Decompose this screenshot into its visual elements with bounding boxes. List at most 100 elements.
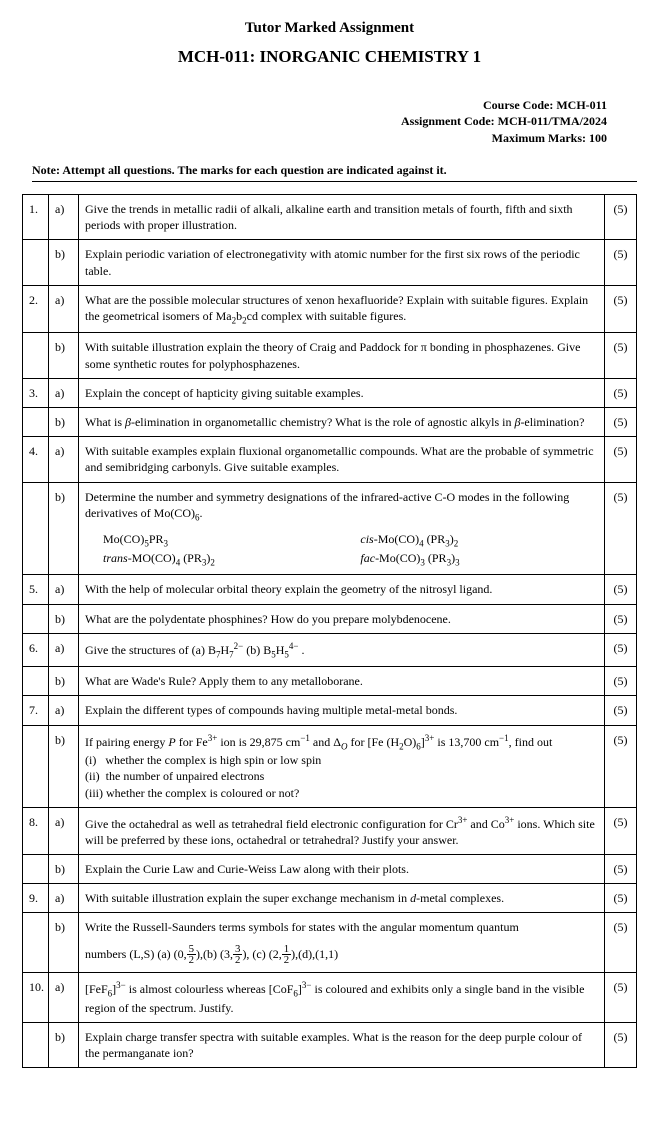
page-subtitle: MCH-011: INORGANIC CHEMISTRY 1 (22, 46, 637, 69)
table-row: 1.a)Give the trends in metallic radii of… (23, 194, 637, 239)
question-marks: (5) (605, 855, 637, 884)
question-body: Give the trends in metallic radii of alk… (79, 194, 605, 239)
question-marks: (5) (605, 884, 637, 913)
question-number (23, 725, 49, 807)
question-number (23, 913, 49, 973)
question-number (23, 667, 49, 696)
max-marks: Maximum Marks: 100 (22, 130, 607, 146)
question-marks: (5) (605, 667, 637, 696)
question-marks: (5) (605, 482, 637, 575)
question-number: 7. (23, 696, 49, 725)
question-marks: (5) (605, 604, 637, 633)
table-row: b)Write the Russell-Saunders terms symbo… (23, 913, 637, 973)
question-marks: (5) (605, 807, 637, 854)
table-row: 6.a)Give the structures of (a) B7H72− (b… (23, 633, 637, 667)
table-row: b)What is β-elimination in organometalli… (23, 407, 637, 436)
questions-table: 1.a)Give the trends in metallic radii of… (22, 194, 637, 1068)
question-number: 4. (23, 437, 49, 482)
table-row: 10.a)[FeF6]3− is almost colourless where… (23, 973, 637, 1023)
question-marks: (5) (605, 696, 637, 725)
question-number: 5. (23, 575, 49, 604)
question-part: a) (49, 194, 79, 239)
question-part: a) (49, 437, 79, 482)
table-row: b)Explain charge transfer spectra with s… (23, 1022, 637, 1067)
question-body: Give the structures of (a) B7H72− (b) B5… (79, 633, 605, 667)
question-body: Give the octahedral as well as tetrahedr… (79, 807, 605, 854)
page-title: Tutor Marked Assignment (22, 18, 637, 38)
meta-block: Course Code: MCH-011 Assignment Code: MC… (22, 97, 637, 146)
table-row: 2.a)What are the possible molecular stru… (23, 285, 637, 333)
question-body: Explain the Curie Law and Curie-Weiss La… (79, 855, 605, 884)
question-part: b) (49, 333, 79, 378)
question-part: b) (49, 1022, 79, 1067)
question-number (23, 1022, 49, 1067)
question-marks: (5) (605, 633, 637, 667)
question-part: a) (49, 696, 79, 725)
question-marks: (5) (605, 913, 637, 973)
question-part: a) (49, 884, 79, 913)
question-part: b) (49, 855, 79, 884)
question-body: What are the polydentate phosphines? How… (79, 604, 605, 633)
question-part: b) (49, 913, 79, 973)
question-part: a) (49, 575, 79, 604)
question-marks: (5) (605, 437, 637, 482)
question-number: 1. (23, 194, 49, 239)
question-marks: (5) (605, 285, 637, 333)
table-row: b)With suitable illustration explain the… (23, 333, 637, 378)
assignment-code: Assignment Code: MCH-011/TMA/2024 (22, 113, 607, 129)
question-number (23, 855, 49, 884)
question-number: 8. (23, 807, 49, 854)
question-body: What are the possible molecular structur… (79, 285, 605, 333)
table-row: 3.a)Explain the concept of hapticity giv… (23, 378, 637, 407)
question-part: b) (49, 482, 79, 575)
table-row: b)Explain periodic variation of electron… (23, 240, 637, 285)
question-body: Explain periodic variation of electroneg… (79, 240, 605, 285)
question-part: a) (49, 378, 79, 407)
question-body: With suitable illustration explain the t… (79, 333, 605, 378)
question-body: What is β-elimination in organometallic … (79, 407, 605, 436)
instructions-note: Note: Attempt all questions. The marks f… (32, 162, 637, 182)
question-part: b) (49, 240, 79, 285)
question-number: 2. (23, 285, 49, 333)
question-body: Explain charge transfer spectra with sui… (79, 1022, 605, 1067)
table-row: b)Explain the Curie Law and Curie-Weiss … (23, 855, 637, 884)
question-number: 10. (23, 973, 49, 1023)
table-row: b)What are the polydentate phosphines? H… (23, 604, 637, 633)
question-body: [FeF6]3− is almost colourless whereas [C… (79, 973, 605, 1023)
question-marks: (5) (605, 407, 637, 436)
question-body: With suitable examples explain fluxional… (79, 437, 605, 482)
question-body: Determine the number and symmetry design… (79, 482, 605, 575)
question-number (23, 240, 49, 285)
question-part: b) (49, 604, 79, 633)
question-number (23, 482, 49, 575)
question-marks: (5) (605, 973, 637, 1023)
question-number (23, 604, 49, 633)
question-number (23, 333, 49, 378)
table-row: 8.a)Give the octahedral as well as tetra… (23, 807, 637, 854)
table-row: b)What are Wade's Rule? Apply them to an… (23, 667, 637, 696)
question-number: 6. (23, 633, 49, 667)
question-number: 3. (23, 378, 49, 407)
question-marks: (5) (605, 333, 637, 378)
question-body: With suitable illustration explain the s… (79, 884, 605, 913)
question-body: Explain the different types of compounds… (79, 696, 605, 725)
question-body: If pairing energy P for Fe3+ ion is 29,8… (79, 725, 605, 807)
question-marks: (5) (605, 194, 637, 239)
question-body: With the help of molecular orbital theor… (79, 575, 605, 604)
table-row: 4.a)With suitable examples explain fluxi… (23, 437, 637, 482)
question-part: a) (49, 285, 79, 333)
question-body: What are Wade's Rule? Apply them to any … (79, 667, 605, 696)
question-part: b) (49, 725, 79, 807)
question-marks: (5) (605, 725, 637, 807)
question-marks: (5) (605, 1022, 637, 1067)
question-body: Explain the concept of hapticity giving … (79, 378, 605, 407)
question-body: Write the Russell-Saunders terms symbols… (79, 913, 605, 973)
question-part: a) (49, 633, 79, 667)
question-part: b) (49, 407, 79, 436)
course-code: Course Code: MCH-011 (22, 97, 607, 113)
question-part: a) (49, 807, 79, 854)
question-part: b) (49, 667, 79, 696)
question-part: a) (49, 973, 79, 1023)
question-marks: (5) (605, 240, 637, 285)
table-row: 5.a)With the help of molecular orbital t… (23, 575, 637, 604)
